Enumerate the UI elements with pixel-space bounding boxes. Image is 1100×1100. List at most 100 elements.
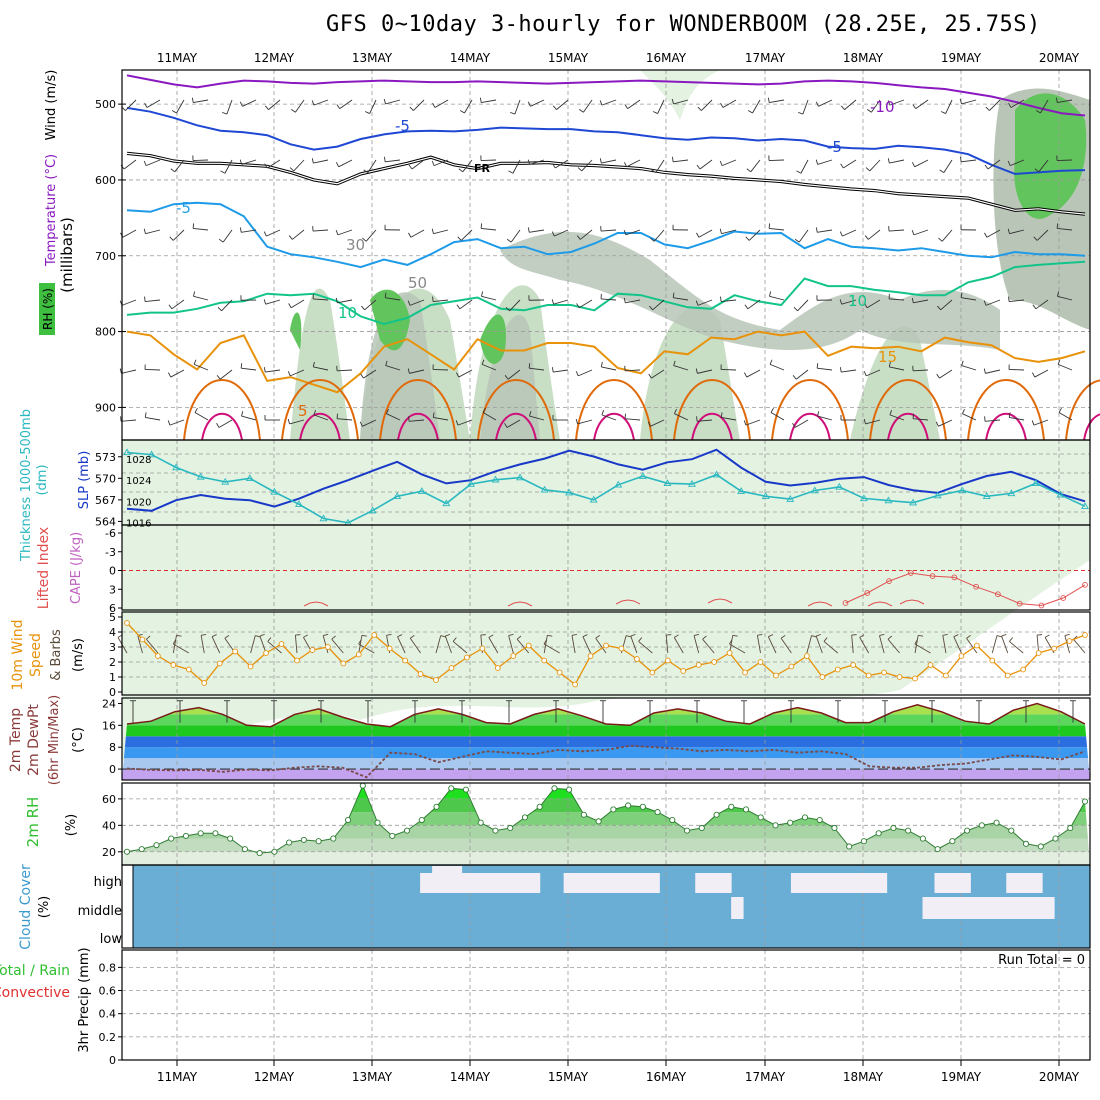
lifted-index-marker <box>1016 600 1023 607</box>
wind-barb-tick <box>623 297 626 303</box>
cloud-high-clear <box>958 873 971 893</box>
wind-barb <box>868 229 881 240</box>
pressure-tick-label: 900 <box>95 401 116 414</box>
wind-barb <box>673 365 689 371</box>
wind-barb-tick <box>729 639 733 645</box>
wind-barb <box>444 635 452 654</box>
wind-barb <box>482 412 497 421</box>
wind-barb <box>169 419 185 426</box>
wind-barb-tick <box>961 408 965 414</box>
cloud-middle-clear <box>1006 897 1019 919</box>
background-layer <box>122 70 1090 948</box>
wind10-marker <box>525 642 532 649</box>
wind-barb <box>336 369 353 372</box>
isotherm-20 <box>281 379 359 441</box>
wind-barb-tick <box>552 367 554 373</box>
cloud-high-clear <box>790 873 804 893</box>
wind-barb-tick <box>432 102 436 108</box>
wind-barb <box>889 298 905 301</box>
wind-barb-tick <box>510 111 516 115</box>
wind-barb <box>365 229 377 242</box>
wind-barb-tick <box>936 373 940 379</box>
wind-barb-tick <box>745 236 750 241</box>
wind-barb <box>410 229 425 238</box>
rh-shade-low <box>122 440 1090 760</box>
wind-barb <box>756 635 761 654</box>
wind-barb-tick <box>719 160 723 166</box>
wind-barb-tick <box>264 105 269 110</box>
wind-barb-tick <box>385 360 388 366</box>
wind-barb-tick <box>144 102 148 108</box>
wind-barb-tick <box>647 421 651 427</box>
wind-tick-label: 5 <box>109 611 116 624</box>
cape-bump <box>615 599 641 605</box>
cloud-middle-clear <box>1018 897 1031 919</box>
thickness-unit-label: (dm) <box>35 464 50 495</box>
wind-barb-tick <box>671 98 674 104</box>
wind-barb-tick <box>452 637 457 642</box>
wind-barb <box>914 643 931 654</box>
isotherm-25 <box>299 412 341 441</box>
thickness-marker <box>245 474 254 482</box>
cloud-label-high: high <box>94 875 122 890</box>
wind10-marker <box>989 657 996 664</box>
day-label-bottom: 19MAY <box>941 1070 982 1084</box>
wind-barb-tick <box>839 299 843 305</box>
wind10-marker <box>494 665 501 671</box>
wind-barb <box>170 369 185 378</box>
rh2m-marker <box>300 836 307 843</box>
wind-barb-tick <box>648 373 652 379</box>
rh2m-marker <box>919 835 926 842</box>
wind-barb <box>879 635 885 654</box>
wind-barb-tick <box>384 156 386 162</box>
isotherm-20 <box>477 379 555 441</box>
wind-barb-tick <box>769 291 772 297</box>
wind-barb-tick <box>576 235 581 240</box>
rh2m-marker <box>403 827 411 834</box>
slp-tick-label: 1020 <box>126 497 151 508</box>
wind-barb-tick <box>815 101 819 107</box>
wind-barb-tick <box>267 637 272 642</box>
contour-label: 30 <box>346 236 365 254</box>
wind-barb <box>1036 229 1049 241</box>
cloud-high-clear <box>575 873 589 893</box>
wind-barb <box>943 159 953 173</box>
wind10-marker <box>433 677 439 683</box>
wind-barb-tick <box>547 634 553 637</box>
wind-barb-tick <box>823 637 828 642</box>
wind-barb <box>842 229 857 237</box>
wind-barb <box>961 99 977 105</box>
wind-barb <box>553 299 569 305</box>
cloud-high-clear <box>503 873 517 893</box>
wind-barb <box>889 414 905 421</box>
wind-barb-tick <box>720 102 724 108</box>
wind-barb <box>145 299 161 303</box>
wind-barb <box>386 413 401 421</box>
rh-shade-gray <box>360 231 1000 440</box>
wind-barb <box>913 229 929 236</box>
wind-barb <box>293 159 305 172</box>
wind-barb <box>843 159 857 169</box>
thickness-marker <box>982 492 991 499</box>
rh2m-marker <box>978 822 985 829</box>
wind-barb-tick <box>672 156 674 162</box>
wind-barb-tick <box>601 410 605 416</box>
wind-barb-tick <box>431 160 435 166</box>
wind10-marker <box>232 648 239 655</box>
thickness-marker <box>172 463 181 471</box>
precip-convective-label: Convective <box>0 985 70 1001</box>
wind-barb-tick <box>624 104 629 109</box>
rh-base <box>122 851 1090 865</box>
wind-barb <box>369 99 377 114</box>
wind-barb-tick <box>887 100 891 106</box>
wind10-marker <box>649 669 656 676</box>
wind-barb <box>985 299 1001 306</box>
rh2m-marker <box>684 827 691 834</box>
wind10-marker <box>541 657 548 664</box>
wind-barb-tick <box>747 110 753 114</box>
thickness-marker <box>442 499 451 507</box>
wind-barb <box>817 367 833 371</box>
wind10-marker <box>680 668 687 674</box>
wind-barb <box>367 159 377 173</box>
wind-barb <box>193 227 209 231</box>
